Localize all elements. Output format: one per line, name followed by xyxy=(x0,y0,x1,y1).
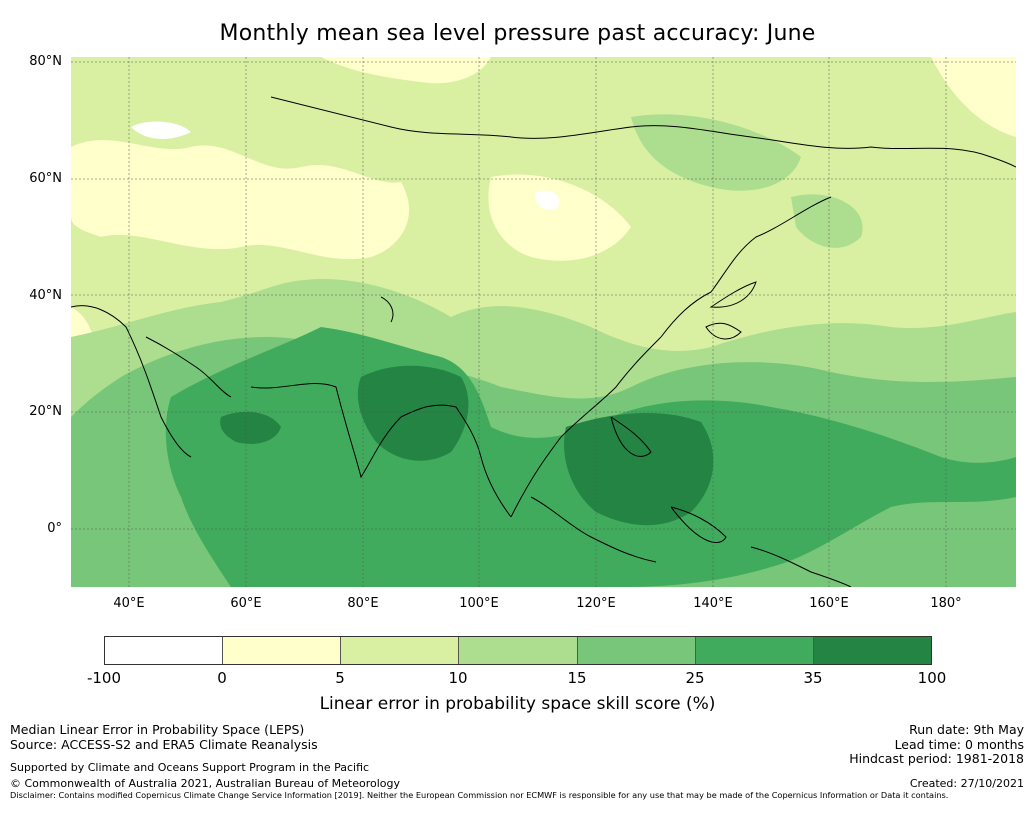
skill-zone-light xyxy=(931,57,1016,137)
gridlines xyxy=(71,57,1016,587)
skill-zone-light xyxy=(71,139,410,260)
lat-label-60n: 60°N xyxy=(29,171,62,186)
skill-zone-white xyxy=(535,190,560,210)
colorbar-tick: 0 xyxy=(217,669,227,687)
colorbar-tick: 10 xyxy=(448,669,468,687)
colorbar-segment xyxy=(223,637,342,664)
footer-created: Created: 27/10/2021 xyxy=(909,777,1024,790)
footer-supported: Supported by Climate and Oceans Support … xyxy=(10,761,370,774)
colorbar-segment xyxy=(695,637,814,664)
lat-label-0: 0° xyxy=(47,521,62,536)
skill-zone-light xyxy=(488,174,631,261)
colorbar-tick: 5 xyxy=(335,669,345,687)
colorbar-segment xyxy=(105,637,224,664)
lat-label-20n: 20°N xyxy=(29,404,62,419)
colorbar xyxy=(104,636,932,665)
footer-copyright: © Commonwealth of Australia 2021, Austra… xyxy=(10,777,400,790)
colorbar-tick: 35 xyxy=(803,669,823,687)
footer-disclaimer: Disclaimer: Contains modified Copernicus… xyxy=(10,790,949,800)
skill-zone-highest xyxy=(357,365,469,461)
chart-title: Monthly mean sea level pressure past acc… xyxy=(219,21,816,46)
colorbar-tick: 15 xyxy=(567,669,587,687)
skill-zone-highest xyxy=(220,411,281,444)
skill-zone-highest xyxy=(564,412,714,526)
colorbar-tick: -100 xyxy=(86,669,122,687)
colorbar-tick: 100 xyxy=(917,669,947,687)
footer-run-date: Run date: 9th May xyxy=(909,722,1024,737)
skill-zone-moderate xyxy=(631,114,801,191)
skill-map xyxy=(71,57,1016,587)
lat-label-40n: 40°N xyxy=(29,288,62,303)
lon-label-180: 180° xyxy=(930,596,962,611)
skill-zone-white xyxy=(131,121,191,139)
lon-label-160e: 160°E xyxy=(809,596,849,611)
colorbar-tick: 25 xyxy=(685,669,705,687)
lon-label-60e: 60°E xyxy=(230,596,262,611)
footer-leps: Median Linear Error in Probability Space… xyxy=(10,722,305,737)
colorbar-segment xyxy=(813,637,931,664)
lon-label-40e: 40°E xyxy=(113,596,145,611)
skill-zone-light xyxy=(321,57,491,84)
colorbar-segment xyxy=(577,637,696,664)
lon-label-120e: 120°E xyxy=(576,596,616,611)
lon-label-80e: 80°E xyxy=(347,596,379,611)
lat-label-80n: 80°N xyxy=(29,54,62,69)
coastlines xyxy=(71,96,1016,587)
map-canvas xyxy=(71,57,1016,587)
footer-lead-time: Lead time: 0 months xyxy=(894,737,1024,752)
colorbar-label: Linear error in probability space skill … xyxy=(319,694,716,714)
lon-label-140e: 140°E xyxy=(693,596,733,611)
colorbar-segment xyxy=(459,637,578,664)
footer-source: Source: ACCESS-S2 and ERA5 Climate Reana… xyxy=(10,737,318,752)
colorbar-segment xyxy=(341,637,460,664)
footer-hindcast: Hindcast period: 1981-2018 xyxy=(849,751,1024,766)
lon-label-100e: 100°E xyxy=(459,596,499,611)
